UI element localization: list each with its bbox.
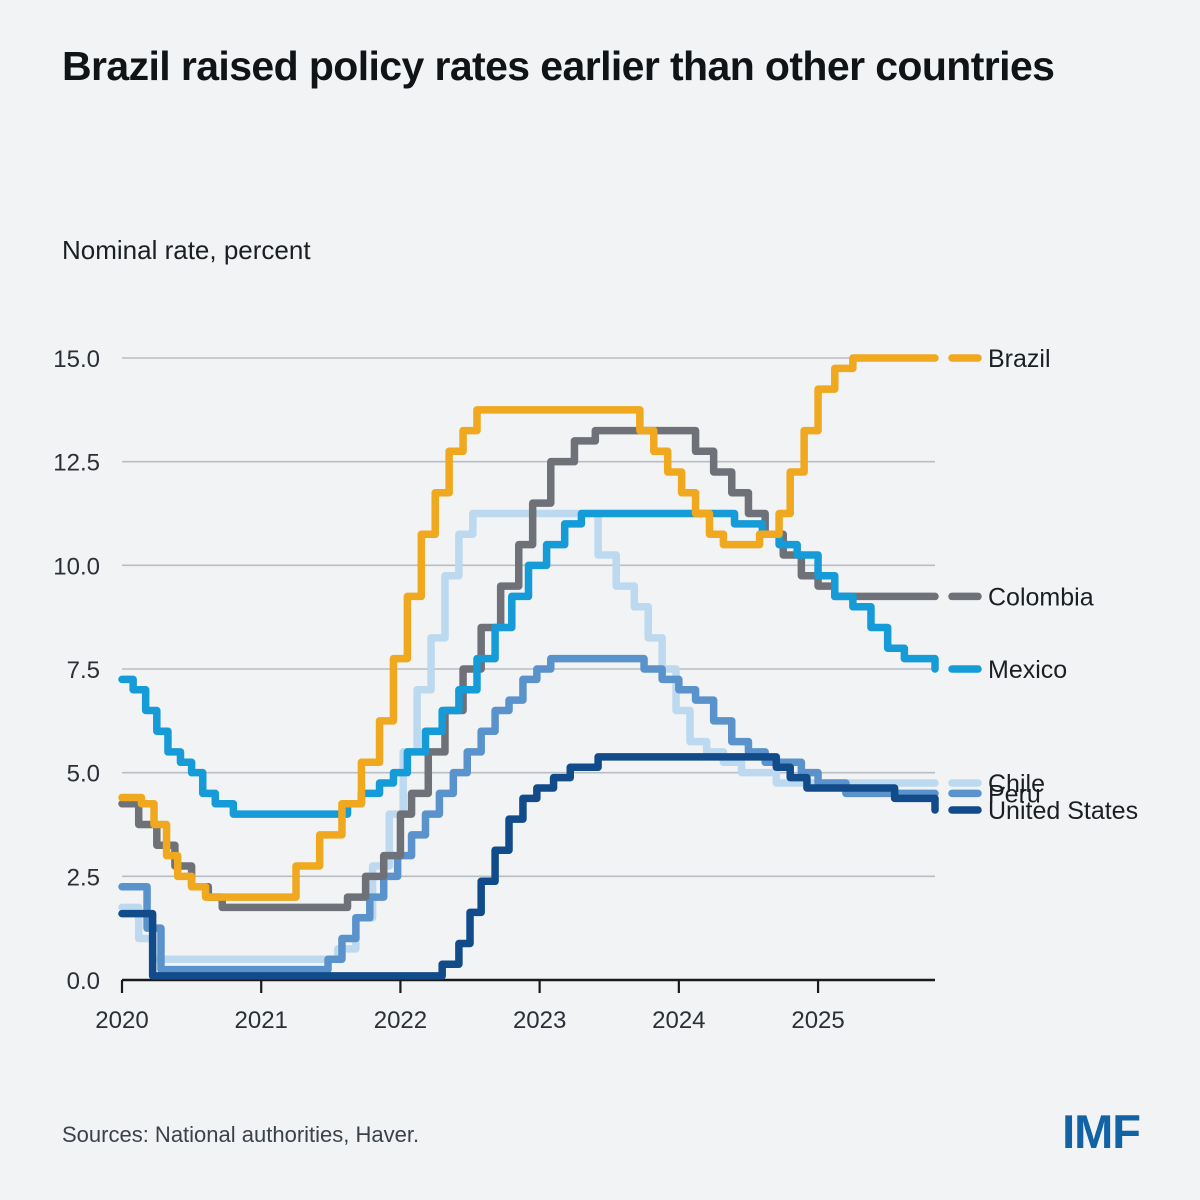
imf-logo: IMF	[1062, 1105, 1141, 1158]
y-tick-label: 10.0	[53, 553, 100, 580]
y-tick-label: 15.0	[53, 346, 100, 373]
x-tick-label: 2021	[235, 1007, 288, 1034]
x-tick-label: 2024	[652, 1007, 705, 1034]
y-tick-label: 0.0	[67, 968, 100, 995]
sources-note: Sources: National authorities, Haver.	[62, 1122, 420, 1147]
y-tick-label: 7.5	[67, 657, 100, 684]
legend-label-mexico: Mexico	[988, 656, 1067, 684]
y-axis-tick-labels: 0.0 2.5 5.0 7.5 10.0 12.5 15.0	[53, 346, 100, 995]
x-tick-label: 2023	[513, 1007, 566, 1034]
y-tick-label: 5.0	[67, 761, 100, 788]
series-line-peru	[118, 654, 939, 974]
x-tick-label: 2020	[95, 1007, 148, 1034]
y-tick-label: 2.5	[67, 864, 100, 891]
legend-label-united-states: United States	[988, 797, 1138, 825]
y-tick-label: 12.5	[53, 450, 100, 477]
series-line-brazil	[118, 354, 939, 901]
data-series-group	[118, 354, 939, 980]
x-axis-tick-labels: 2020 2021 2022 2023 2024 2025	[95, 980, 845, 1034]
x-tick-label: 2025	[791, 1007, 844, 1034]
series-line-mexico	[118, 509, 939, 818]
x-tick-label: 2022	[374, 1007, 427, 1034]
legend-label-chile: Chile	[988, 770, 1045, 798]
chart-subtitle: Nominal rate, percent	[62, 235, 311, 265]
legend-label-peru: Peru	[988, 780, 1041, 808]
page-title: Brazil raised policy rates earlier than …	[62, 43, 1055, 89]
legend-label-colombia: Colombia	[988, 583, 1094, 611]
legend-label-brazil: Brazil	[988, 345, 1051, 373]
series-line-united-states	[118, 753, 939, 980]
